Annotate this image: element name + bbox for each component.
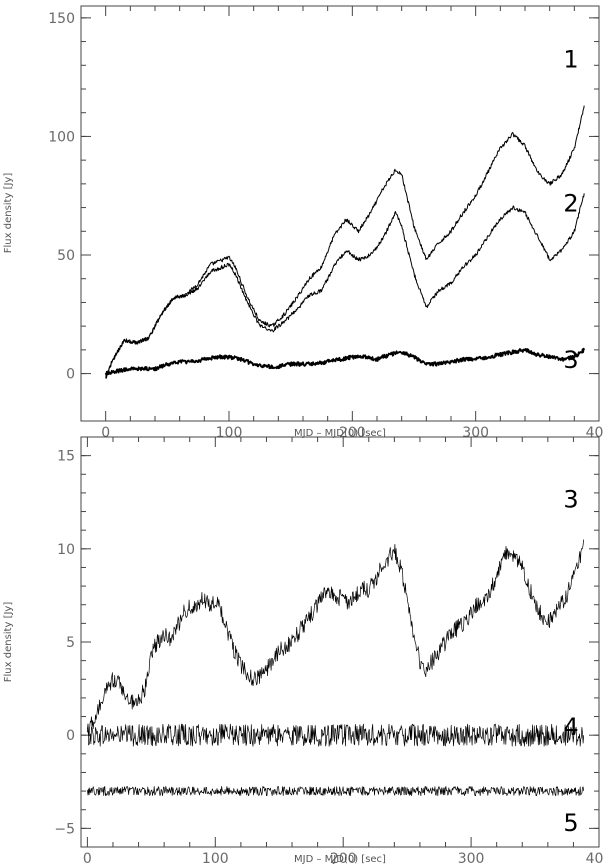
series-1-line xyxy=(105,105,585,378)
y-tick-label: 100 xyxy=(48,129,75,145)
series-5-label: 5 xyxy=(563,809,578,837)
x-tick-label: 0 xyxy=(101,425,110,441)
series-4-label: 4 xyxy=(563,713,578,741)
y-tick-label: 10 xyxy=(57,542,75,558)
y-tick-label: 150 xyxy=(48,11,75,27)
y-tick-label: 5 xyxy=(66,635,75,651)
series-2-label: 2 xyxy=(563,189,578,217)
x-tick-label: 400 xyxy=(586,425,603,441)
y-axis-title: Flux density [Jy] xyxy=(3,602,14,683)
series-3-line xyxy=(87,539,585,737)
bottom-panel: 0 100 200 300 400 −5 0 5 10 15 MJD – MJD(0) [sec] F… xyxy=(3,436,603,867)
series-5-line xyxy=(87,786,585,797)
series-2-line xyxy=(105,193,585,379)
top-panel: 0100200300400050100150MJD – MJD(0) [sec]… xyxy=(3,5,603,441)
series-3-label: 3 xyxy=(563,486,578,514)
x-tick-label: 300 xyxy=(462,425,489,441)
x-axis-title: MJD – MJD(0) [sec] xyxy=(294,854,386,865)
y-tick-label: 0 xyxy=(66,728,75,744)
x-tick-label: 300 xyxy=(458,851,485,867)
series-1-label: 1 xyxy=(563,46,578,74)
y-axis-title: Flux density [Jy] xyxy=(3,173,14,254)
series-3-line xyxy=(104,347,586,376)
x-tick-label: 100 xyxy=(216,425,243,441)
x-tick-label: 100 xyxy=(202,851,229,867)
y-tick-label: 0 xyxy=(66,367,75,383)
x-axis-title: MJD – MJD(0) [sec] xyxy=(294,428,386,439)
x-tick-label: 400 xyxy=(586,851,603,867)
series-4-line xyxy=(87,723,585,747)
plot-frame xyxy=(80,5,600,422)
y-tick-label: 15 xyxy=(57,449,75,465)
y-tick-label: 50 xyxy=(57,248,75,264)
series-3-label: 3 xyxy=(563,346,578,374)
x-tick-label: 0 xyxy=(83,851,92,867)
x-tick-label: 200 xyxy=(330,851,357,867)
y-tick-label: −5 xyxy=(54,821,75,837)
